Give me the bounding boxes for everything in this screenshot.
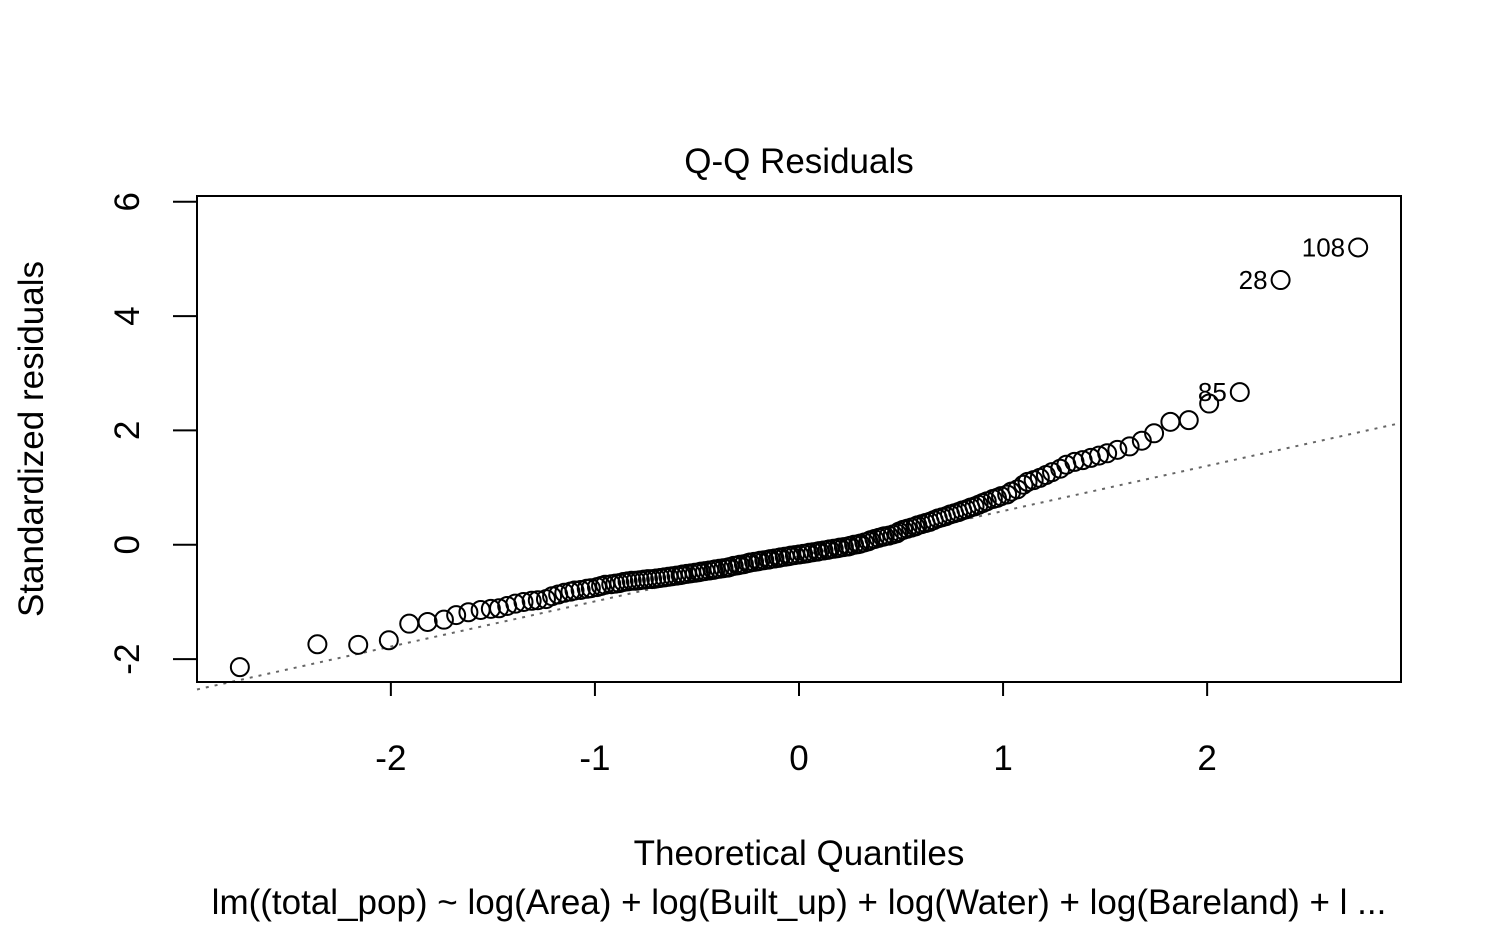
data-point — [229, 657, 250, 678]
y-axis: -2 0 2 4 6 — [108, 192, 198, 675]
data-point — [480, 598, 501, 619]
data-point — [1348, 237, 1369, 258]
data-point — [1178, 410, 1199, 431]
data-point — [564, 580, 585, 601]
data-point — [1199, 393, 1220, 414]
data-point — [1160, 411, 1181, 432]
data-point — [446, 605, 467, 626]
data-point — [505, 593, 526, 614]
point-labels: 85 28 108 — [1198, 232, 1345, 407]
x-tick-label: 0 — [789, 739, 808, 778]
x-tick-label: 2 — [1197, 739, 1216, 778]
data-point — [1229, 382, 1250, 403]
data-point — [378, 630, 399, 651]
data-points — [229, 237, 1369, 678]
data-point — [348, 634, 369, 655]
x-axis-label: Theoretical Quantiles — [634, 834, 965, 873]
point-label: 28 — [1239, 265, 1268, 295]
x-tick-label: 1 — [993, 739, 1012, 778]
reference-line-group — [196, 421, 1402, 691]
data-point — [521, 590, 542, 611]
data-point — [1270, 270, 1291, 291]
y-tick-label: 4 — [108, 306, 147, 325]
data-point — [527, 590, 548, 611]
data-point — [1088, 445, 1109, 466]
chart-title: Q-Q Residuals — [684, 142, 914, 181]
x-axis: -2 -1 0 1 2 — [375, 681, 1217, 778]
x-tick-label: -1 — [579, 739, 610, 778]
data-point — [1007, 479, 1028, 500]
plot-frame — [196, 195, 1402, 683]
point-label: 85 — [1198, 377, 1227, 407]
data-point — [417, 611, 438, 632]
data-point — [458, 602, 479, 623]
data-point — [433, 609, 454, 630]
data-point — [513, 591, 534, 612]
point-label: 108 — [1302, 232, 1345, 262]
data-point — [997, 484, 1018, 505]
y-tick-label: 6 — [108, 192, 147, 211]
y-axis-label: Standardized residuals — [12, 261, 51, 617]
data-point — [1107, 439, 1128, 460]
x-tick-label: -2 — [375, 739, 406, 778]
qq-reference-line — [196, 421, 1402, 691]
data-point — [307, 634, 328, 655]
data-point — [1119, 436, 1140, 457]
data-point — [399, 613, 420, 634]
model-formula-subtitle: lm((total_pop) ~ log(Area) + log(Built_u… — [212, 883, 1387, 922]
data-point — [1013, 474, 1034, 495]
data-point — [1097, 443, 1118, 464]
data-point — [1144, 423, 1165, 444]
y-tick-label: -2 — [108, 644, 147, 675]
y-tick-label: 2 — [108, 421, 147, 440]
y-tick-label: 0 — [108, 535, 147, 554]
